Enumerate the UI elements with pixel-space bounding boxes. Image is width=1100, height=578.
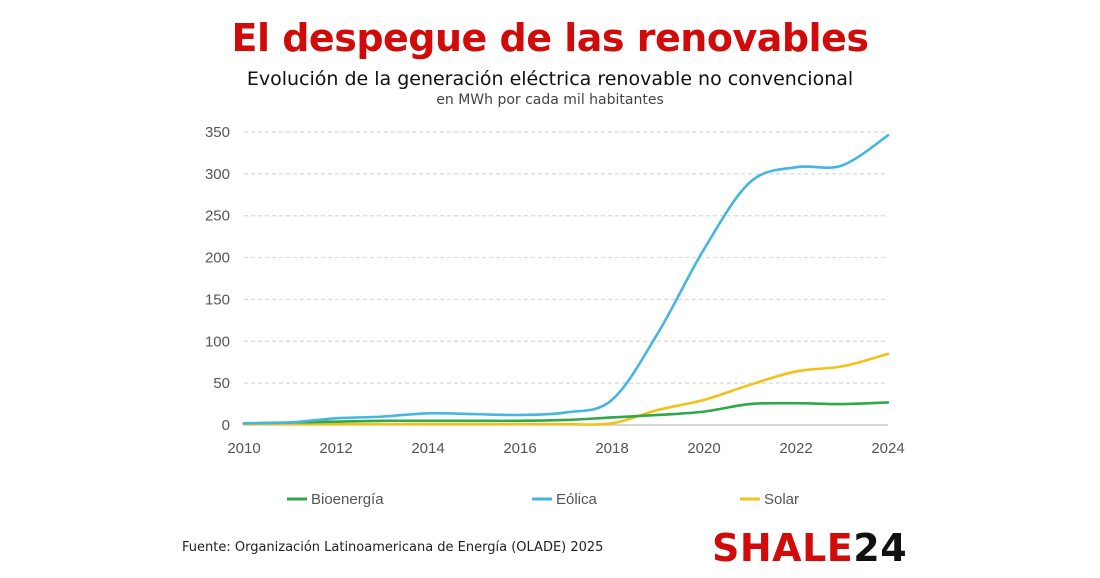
grid-layer [244, 131, 888, 384]
y-tick-label: 0 [222, 417, 230, 434]
series-line-bioenergía [242, 401, 890, 425]
series-line-eólica [242, 134, 890, 425]
chart-subtitle: Evolución de la generación eléctrica ren… [246, 68, 854, 90]
y-tick-label: 250 [205, 208, 230, 225]
legend-label: Solar [764, 491, 799, 508]
x-tick-label: 2012 [319, 440, 352, 457]
y-tick-label: 50 [213, 375, 230, 392]
logo-text: SHALE [712, 526, 854, 570]
series-line-solar [242, 352, 890, 426]
legend: Bioenergía Eólica Solar [287, 491, 799, 508]
x-tick-label: 2020 [687, 440, 720, 457]
chart-title: El despegue de las renovables [231, 16, 869, 60]
units-label: en MWh por cada mil habitantes [436, 92, 664, 108]
y-tick-label: 350 [205, 124, 230, 141]
y-tick-label: 300 [205, 166, 230, 183]
brand-logo: SHALE24 [712, 526, 907, 570]
y-tick-label: 200 [205, 250, 230, 267]
source-note: Fuente: Organización Latinoamericana de … [182, 540, 604, 555]
y-tick-label: 150 [205, 291, 230, 308]
x-tick-label: 2016 [503, 440, 536, 457]
axis-layer: 0 50 100 150 200 250 300 350 2010 2012 2014 2016 201… [205, 124, 905, 457]
x-tick-label: 2018 [595, 440, 628, 457]
x-tick-label: 2024 [871, 440, 904, 457]
legend-label: Bioenergía [311, 491, 384, 508]
x-tick-label: 2010 [227, 440, 260, 457]
x-tick-label: 2022 [779, 440, 812, 457]
series-layer [242, 134, 890, 426]
logo-number: 24 [853, 526, 908, 570]
x-tick-label: 2014 [411, 440, 444, 457]
y-tick-label: 100 [205, 333, 230, 350]
legend-label: Eólica [556, 491, 598, 508]
